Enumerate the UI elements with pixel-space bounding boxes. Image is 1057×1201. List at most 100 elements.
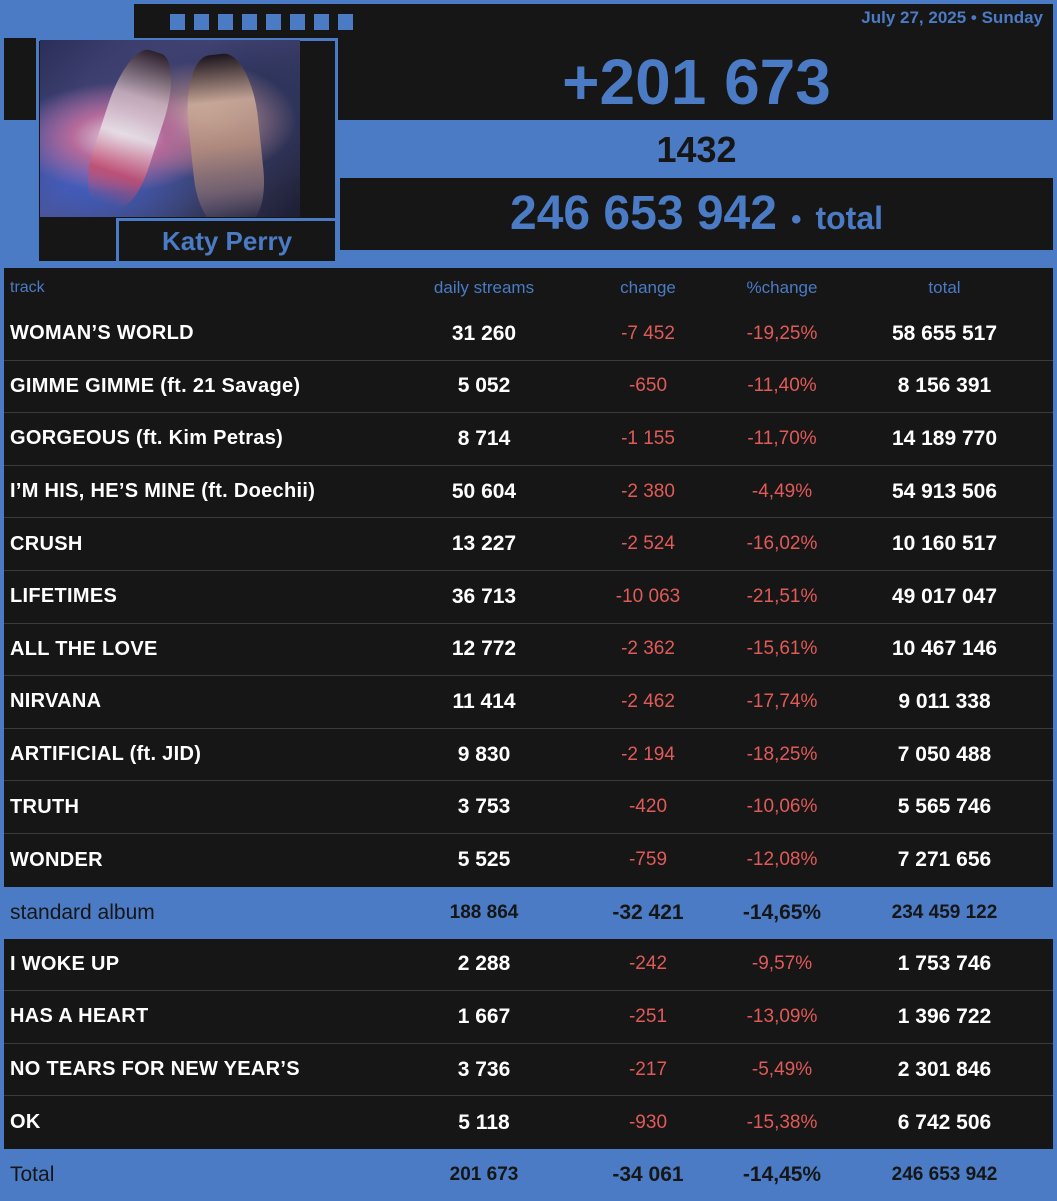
table-row: TRUTH 3 753 -420 -10,06% 5 565 746 xyxy=(4,781,1053,834)
daily-streams: 13 227 xyxy=(451,532,517,556)
daily-streams: 5 525 xyxy=(457,848,511,872)
table-row: CRUSH 13 227 -2 524 -16,02% 10 160 517 xyxy=(4,518,1053,571)
standard-tracks: WOMAN’S WORLD 31 260 -7 452 -19,25% 58 655 5… xyxy=(4,308,1053,887)
total-streams: 1 753 746 xyxy=(897,952,992,976)
track-name: HAS A HEART xyxy=(10,1005,149,1028)
pct-change: -11,40% xyxy=(747,375,817,397)
pct-change: -16,02% xyxy=(746,533,818,555)
table-row: WONDER 5 525 -759 -12,08% 7 271 656 xyxy=(4,833,1053,887)
change-value: -759 xyxy=(628,849,668,871)
daily-streams: 12 772 xyxy=(451,637,517,661)
change-value: -10 063 xyxy=(615,585,681,607)
total-streams: 6 742 506 xyxy=(897,1110,992,1134)
pct-change: -4,49% xyxy=(751,480,813,502)
subtotal-pct: -14,65% xyxy=(742,900,822,924)
table-row: WOMAN’S WORLD 31 260 -7 452 -19,25% 58 655 5… xyxy=(4,308,1053,361)
table-row: LIFETIMES 36 713 -10 063 -21,51% 49 017 047 xyxy=(4,570,1053,624)
table-row: GORGEOUS (ft. Kim Petras) 8 714 -1 155 -11,… xyxy=(4,413,1053,466)
total-streams: 54 913 506 xyxy=(891,479,998,503)
col-header-daily: daily streams xyxy=(433,278,535,297)
table-header: track daily streams change %change total xyxy=(4,268,1053,308)
table-row: I WOKE UP 2 288 -242 -9,57% 1 753 746 xyxy=(4,938,1053,992)
track-name: OK xyxy=(10,1111,41,1134)
grand-total-daily: 201 673 xyxy=(449,1163,519,1185)
daily-streams: 2 288 xyxy=(457,952,511,976)
subtotal-total: 234 459 122 xyxy=(891,901,998,923)
subtotal-change: -32 421 xyxy=(612,900,684,924)
total-streams: 58 655 517 xyxy=(891,321,998,345)
daily-streams: 36 713 xyxy=(451,584,517,608)
col-header-pct: %change xyxy=(746,278,818,297)
total-streams: 7 271 656 xyxy=(897,848,992,872)
pct-change: -18,25% xyxy=(746,743,818,765)
total-streams: 9 011 338 xyxy=(898,689,991,713)
total-streams: 5 565 746 xyxy=(897,795,992,819)
table-row: ALL THE LOVE 12 772 -2 362 -15,61% 10 467 14… xyxy=(4,623,1053,677)
track-name: LIFETIMES xyxy=(10,585,118,608)
change-value: -7 452 xyxy=(621,322,675,344)
total-streams: 10 467 146 xyxy=(891,637,998,661)
track-name: TRUTH xyxy=(10,795,80,818)
album-cover-image xyxy=(40,40,300,217)
daily-streams: 31 260 xyxy=(451,321,517,345)
total-label: total xyxy=(815,200,883,236)
total-streams: 14 189 770 xyxy=(891,426,998,450)
daily-streams: 8 714 xyxy=(457,426,511,450)
change-value: -650 xyxy=(628,375,668,397)
track-name: CRUSH xyxy=(10,532,83,555)
grand-total-label: Total xyxy=(10,1162,55,1186)
artist-name: Katy Perry xyxy=(116,218,338,264)
corner-accent xyxy=(4,4,134,38)
track-name: NIRVANA xyxy=(10,690,102,713)
pct-change: -15,38% xyxy=(746,1111,818,1133)
total-streams: 7 050 488 xyxy=(897,742,992,766)
pct-change: -12,08% xyxy=(746,849,818,871)
col-header-track: track xyxy=(10,279,45,296)
change-value: -2 380 xyxy=(621,480,675,502)
pct-change: -9,57% xyxy=(751,953,813,975)
change-value: -2 462 xyxy=(621,690,675,712)
total-streams: 49 017 047 xyxy=(891,584,998,608)
total-separator: • xyxy=(790,203,802,236)
table-row: ARTIFICIAL (ft. JID) 9 830 -2 194 -18,25% 7 … xyxy=(4,728,1053,782)
total-streams: 8 156 391 xyxy=(897,374,992,398)
grand-total-total: 246 653 942 xyxy=(891,1163,998,1185)
track-name: ARTIFICIAL (ft. JID) xyxy=(10,743,202,766)
daily-streams: 5 052 xyxy=(457,374,511,398)
track-name: ALL THE LOVE xyxy=(10,637,158,660)
change-value: -217 xyxy=(628,1058,668,1080)
change-value: -420 xyxy=(628,796,668,818)
daily-streams: 5 118 xyxy=(458,1110,510,1134)
change-value: -242 xyxy=(628,953,668,975)
daily-streams: 1 667 xyxy=(457,1004,511,1028)
track-name: GORGEOUS (ft. Kim Petras) xyxy=(10,427,284,450)
pct-change: -15,61% xyxy=(746,638,818,660)
daily-streams: 3 736 xyxy=(457,1057,511,1081)
change-value: -2 194 xyxy=(621,743,675,765)
track-name: NO TEARS FOR NEW YEAR’S xyxy=(10,1058,300,1081)
pct-change: -17,74% xyxy=(746,690,818,712)
change-value: -930 xyxy=(628,1111,668,1133)
change-value: -251 xyxy=(628,1005,668,1027)
change-value: -2 362 xyxy=(621,638,675,660)
track-name: I WOKE UP xyxy=(10,952,120,975)
pct-change: -19,25% xyxy=(746,322,818,344)
change-value: -1 155 xyxy=(621,427,675,449)
extra-tracks: I WOKE UP 2 288 -242 -9,57% 1 753 746 HAS A H… xyxy=(4,938,1053,1149)
table-row: NO TEARS FOR NEW YEAR’S 3 736 -217 -5,49% 2 … xyxy=(4,1043,1053,1097)
table-row: OK 5 118 -930 -15,38% 6 742 506 xyxy=(4,1096,1053,1149)
total-streams: 1 396 722 xyxy=(897,1004,992,1028)
grand-total-row: Total 201 673 -34 061 -14,45% 246 653 94… xyxy=(4,1148,1053,1201)
total-streams: 2 301 846 xyxy=(897,1057,992,1081)
table-row: GIMME GIMME (ft. 21 Savage) 5 052 -650 -11,… xyxy=(4,360,1053,414)
total-streams-value: 246 653 942 xyxy=(510,187,777,240)
table-row: I’M HIS, HE’S MINE (ft. Doechii) 50 604 -2… xyxy=(4,465,1053,519)
daily-streams: 9 830 xyxy=(457,742,511,766)
total-streams-line: 246 653 942 • total xyxy=(340,186,1053,242)
grand-total-pct: -14,45% xyxy=(742,1162,822,1186)
grand-total-change: -34 061 xyxy=(612,1162,684,1186)
pct-change: -10,06% xyxy=(746,796,818,818)
total-streams: 10 160 517 xyxy=(891,532,998,556)
track-name: WOMAN’S WORLD xyxy=(10,322,194,345)
